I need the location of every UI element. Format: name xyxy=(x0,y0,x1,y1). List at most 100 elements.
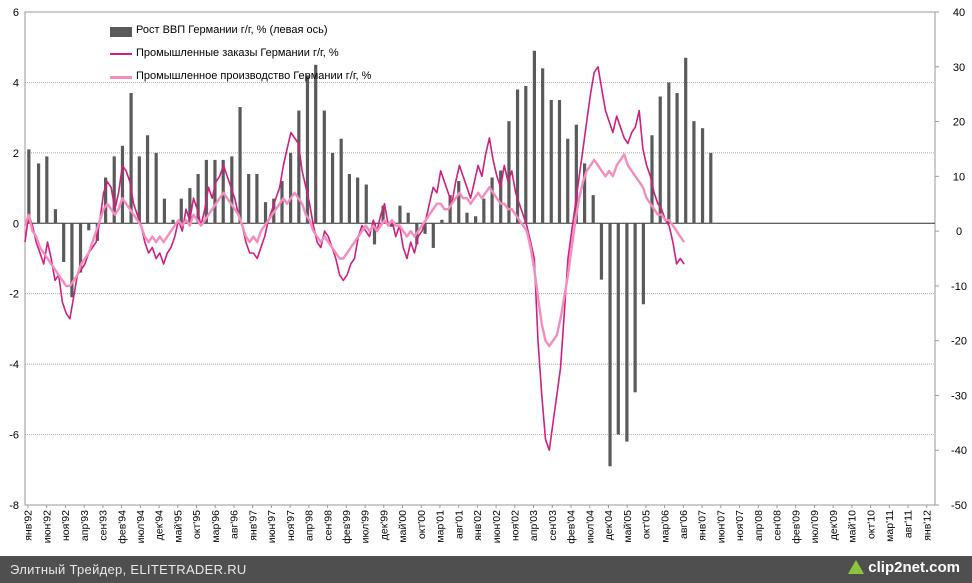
gdp-bar xyxy=(330,152,335,224)
x-axis-tick-label: сен'93 xyxy=(98,510,110,541)
gdp-bar xyxy=(145,135,150,224)
gdp-bar xyxy=(608,223,612,467)
clip2net-logo-text: clip2net.com xyxy=(868,559,960,576)
gdp-bar xyxy=(87,223,91,231)
x-axis-tick-label: авг'01 xyxy=(453,510,465,539)
right-axis-tick-label: 10 xyxy=(953,171,965,183)
x-axis-tick-label: сен'08 xyxy=(772,510,784,541)
gdp-bar xyxy=(465,212,469,224)
gdp-bar xyxy=(457,181,461,224)
gdp-bar xyxy=(196,173,200,224)
gdp-bar xyxy=(247,173,251,224)
gdp-bar xyxy=(667,82,671,224)
x-axis-tick-label: дек'09 xyxy=(828,510,840,540)
gdp-bar xyxy=(179,198,183,224)
gdp-bar xyxy=(171,219,175,224)
x-axis-tick-label: май'00 xyxy=(397,510,409,543)
x-axis-tick-label: дек'04 xyxy=(603,510,615,540)
x-axis-tick-label: ноя'02 xyxy=(510,510,522,541)
left-axis-tick-label: -6 xyxy=(9,430,19,442)
left-axis-tick-label: -8 xyxy=(9,500,19,512)
gdp-bar xyxy=(213,159,217,224)
x-axis-tick-label: фев'04 xyxy=(566,510,578,544)
right-axis-tick-label: 30 xyxy=(953,62,965,74)
gdp-bar xyxy=(599,223,604,280)
gdp-bar xyxy=(557,100,562,224)
gdp-bar xyxy=(62,223,66,263)
gdp-bar xyxy=(154,152,158,224)
x-axis-tick-label: июл'04 xyxy=(584,510,596,543)
x-axis-tick-label: май'10 xyxy=(847,510,859,543)
x-axis-tick-label: мар'01 xyxy=(435,510,447,543)
gdp-bar xyxy=(524,85,528,224)
gdp-bar xyxy=(104,177,108,224)
right-axis-tick-label: -20 xyxy=(951,336,967,348)
gdp-bar xyxy=(582,163,587,224)
gdp-bar xyxy=(322,110,326,224)
gdp-bar xyxy=(112,156,116,224)
gdp-bar xyxy=(566,138,570,224)
x-axis-tick-label: мар'11 xyxy=(884,510,896,542)
x-axis-tick-label: окт'05 xyxy=(641,510,653,539)
x-axis-tick-label: янв'92 xyxy=(23,510,35,541)
gdp-bar xyxy=(204,159,208,224)
x-axis-tick-label: фев'94 xyxy=(116,510,128,544)
x-axis-tick-label: апр'98 xyxy=(304,510,316,541)
left-axis-tick-label: 4 xyxy=(13,77,19,89)
gdp-bar xyxy=(482,198,486,224)
legend-label-production: Промышленное производство Германии г/г, … xyxy=(136,70,372,82)
clip2net-logo[interactable]: clip2net.com xyxy=(848,559,960,576)
orders-line xyxy=(24,66,685,451)
gdp-bar xyxy=(398,205,402,224)
left-axis-tick-label: -2 xyxy=(9,289,19,301)
gdp-bar xyxy=(675,92,679,224)
gdp-bar xyxy=(137,156,141,224)
gdp-bar xyxy=(692,121,696,224)
gdp-bar xyxy=(515,89,520,224)
gdp-bar xyxy=(289,152,293,224)
gdp-bar xyxy=(238,107,242,224)
gdp-bar xyxy=(27,149,31,224)
gdp-bar xyxy=(625,223,629,442)
gdp-bar xyxy=(381,205,385,224)
x-axis-tick-label: дек'99 xyxy=(378,510,390,540)
gdp-bar xyxy=(507,121,511,224)
right-axis-tick-label: 40 xyxy=(953,7,965,19)
x-axis-tick-label: фев'99 xyxy=(341,510,353,544)
x-axis-tick-label: окт'00 xyxy=(416,510,428,539)
x-axis-tick-label: авг'11 xyxy=(903,510,915,538)
left-axis-tick-label: 0 xyxy=(13,218,19,230)
x-axis-tick-label: окт'10 xyxy=(865,510,877,539)
gdp-bar xyxy=(70,223,74,298)
gdp-bar xyxy=(129,92,133,224)
x-axis-tick-label: ноя'92 xyxy=(60,510,72,541)
gdp-bar xyxy=(339,138,343,224)
left-axis-tick-label: 6 xyxy=(13,7,19,19)
right-axis-tick-label: -10 xyxy=(951,281,967,293)
x-axis-tick-label: мар'06 xyxy=(659,510,671,543)
gdp-bar xyxy=(221,159,225,224)
gdp-bar xyxy=(499,170,503,224)
right-axis-tick-label: 20 xyxy=(953,117,965,129)
x-axis-tick-label: май'05 xyxy=(622,510,634,543)
x-axis-tick-label: фев'09 xyxy=(790,510,802,544)
right-axis-tick-label: 0 xyxy=(956,226,962,238)
x-axis-tick-label: мар'96 xyxy=(210,510,222,543)
gdp-bar xyxy=(347,173,352,224)
x-axis-tick-label: ноя'07 xyxy=(734,510,746,541)
gdp-bar xyxy=(36,163,41,224)
x-axis-tick-label: июл'94 xyxy=(135,510,147,543)
x-axis-tick-label: июн'02 xyxy=(491,510,503,543)
gdp-bar xyxy=(684,57,688,224)
legend-swatch-orders xyxy=(110,53,132,55)
gdp-bar xyxy=(591,195,595,224)
x-axis-tick-label: янв'07 xyxy=(697,510,709,541)
gdp-bar xyxy=(440,219,444,224)
legend-label-orders: Промышленные заказы Германии г/г, % xyxy=(136,47,339,59)
x-axis-tick-label: июн'97 xyxy=(266,510,278,543)
x-axis-tick-label: ноя'97 xyxy=(285,510,297,541)
gdp-bar xyxy=(616,223,620,435)
x-axis-tick-label: авг'06 xyxy=(678,510,690,539)
gdp-bar xyxy=(490,177,494,224)
gdp-bar xyxy=(314,64,318,224)
